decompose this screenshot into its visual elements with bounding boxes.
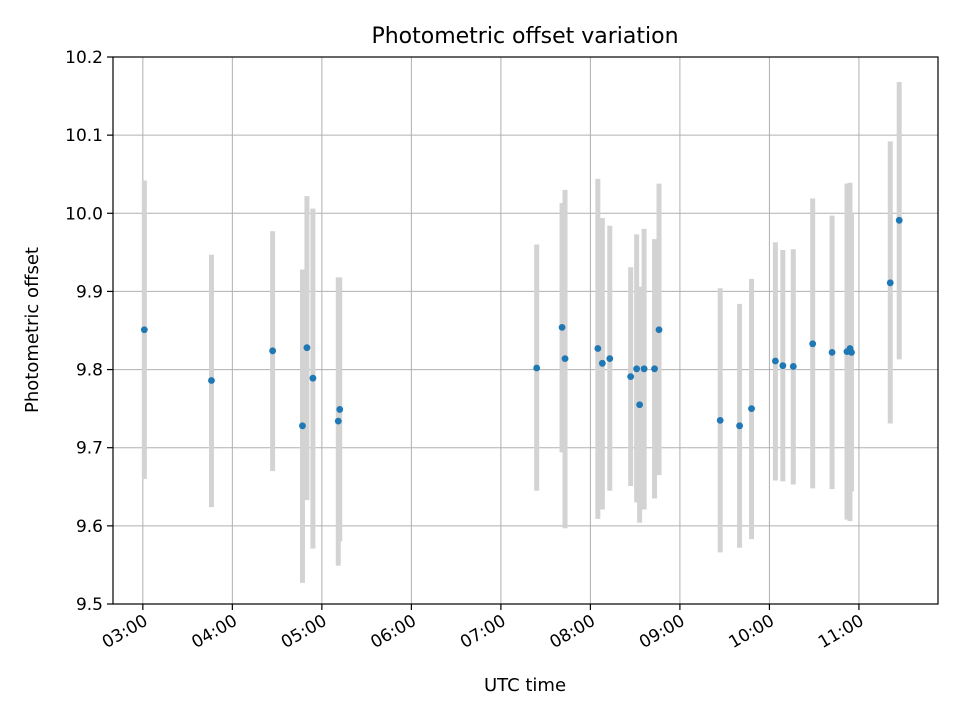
y-tick-label: 9.6 <box>76 517 103 537</box>
data-point <box>533 364 541 372</box>
data-point <box>627 373 635 381</box>
data-point <box>748 405 755 413</box>
y-tick-label: 9.9 <box>76 282 103 302</box>
data-points <box>140 216 903 430</box>
y-tick-label: 10.1 <box>65 126 103 146</box>
y-tick-label: 9.8 <box>76 361 103 381</box>
data-point <box>558 323 566 331</box>
data-point <box>598 359 606 367</box>
data-point <box>594 345 602 352</box>
data-point <box>779 362 787 370</box>
y-tick-label: 9.5 <box>76 595 103 615</box>
data-point <box>633 365 641 373</box>
data-point <box>640 365 648 373</box>
data-point <box>636 401 644 409</box>
y-tick-label: 10.0 <box>65 204 103 224</box>
data-point <box>336 406 344 413</box>
data-point <box>716 416 724 424</box>
y-tick-label: 9.7 <box>76 439 103 459</box>
data-point <box>736 422 743 430</box>
data-point <box>655 326 663 334</box>
data-point <box>269 347 277 355</box>
chart-title: Photometric offset variation <box>371 24 678 49</box>
data-point <box>334 417 342 425</box>
data-point <box>606 355 614 363</box>
y-axis-label: Photometric offset <box>22 247 43 413</box>
data-point <box>848 348 855 356</box>
plot-area-frame <box>112 56 939 605</box>
data-point <box>299 422 306 430</box>
data-point <box>208 377 215 384</box>
y-tick-label: 10.2 <box>65 48 103 68</box>
data-point <box>771 357 779 365</box>
data-point <box>140 326 148 334</box>
data-point <box>303 344 311 352</box>
data-point <box>651 365 658 373</box>
data-point <box>886 279 894 287</box>
y-axis-ticks: 9.5 9.6 9.7 9.8 9.9 10.0 10.1 10.2 <box>65 48 113 615</box>
x-axis-label: UTC time <box>484 675 566 696</box>
data-point <box>309 374 317 382</box>
data-point <box>828 348 836 356</box>
data-point <box>809 340 817 348</box>
data-point <box>561 355 569 363</box>
data-point <box>895 216 903 224</box>
data-point <box>789 363 797 370</box>
